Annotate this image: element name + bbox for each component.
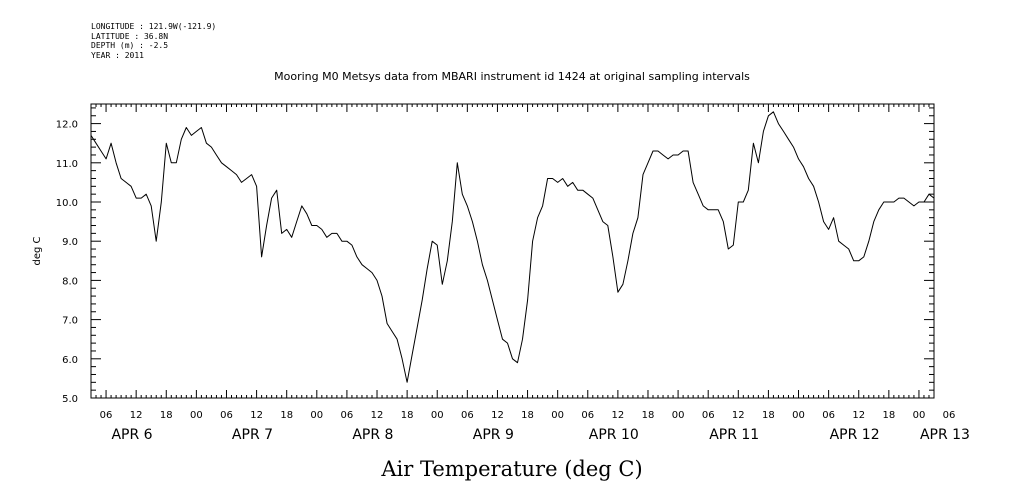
y-tick-label: 8.0 — [62, 276, 78, 287]
x-day-label: APR 8 — [352, 427, 393, 443]
variable-label: Air Temperature (deg C) — [380, 457, 642, 481]
x-day-label: APR 10 — [589, 427, 639, 443]
plot-frame — [90, 103, 935, 399]
y-tick-label: 12.0 — [56, 120, 78, 131]
x-axis: 06 12 18 00 06 12 18 00 06 12 18 00 06 12 18 00 06 12 18 00… — [90, 104, 970, 443]
x-hour-label: 00 — [551, 410, 564, 421]
longitude-text: LONGITUDE : 121.9W(-121.9) — [91, 22, 217, 31]
x-day-label: APR 12 — [830, 427, 880, 443]
y-tick-label: 7.0 — [62, 316, 78, 327]
y-tick-label: 11.0 — [56, 159, 78, 170]
x-day-label: APR 9 — [473, 427, 514, 443]
x-hour-label: 12 — [371, 410, 384, 421]
series-group — [90, 111, 935, 383]
y-tick-label: 6.0 — [62, 355, 78, 366]
x-hour-label: 12 — [732, 410, 745, 421]
x-hour-label: 06 — [581, 410, 594, 421]
y-tick-label: 5.0 — [62, 394, 78, 405]
x-hour-label: 18 — [401, 410, 414, 421]
x-day-label: APR 7 — [232, 427, 273, 443]
x-hour-label: 18 — [882, 410, 895, 421]
x-day-label: APR 13 — [920, 427, 970, 443]
x-hour-label: 12 — [612, 410, 625, 421]
x-hour-label: 06 — [341, 410, 354, 421]
chart-title: Mooring M0 Metsys data from MBARI instru… — [274, 70, 750, 83]
x-hour-label: 06 — [100, 410, 113, 421]
x-day-label: APR 11 — [709, 427, 759, 443]
x-hour-label: 12 — [852, 410, 865, 421]
mooring-metadata: LONGITUDE : 121.9W(-121.9) LATITUDE : 36.… — [91, 22, 216, 60]
y-axis: 5.0 6.0 7.0 8.0 9.0 10.0 11.0 12.0 — [56, 107, 934, 405]
depth-text: DEPTH (m) : -2.5 — [91, 41, 169, 50]
x-hour-label: 06 — [461, 410, 474, 421]
x-hour-label: 00 — [431, 410, 444, 421]
x-hour-label: 00 — [190, 410, 203, 421]
x-hour-label: 00 — [310, 410, 323, 421]
x-hour-label: 18 — [762, 410, 775, 421]
x-hour-label: 06 — [702, 410, 715, 421]
x-hour-label: 18 — [521, 410, 534, 421]
air-temperature-line — [90, 111, 935, 383]
y-axis-label: deg C — [32, 236, 43, 265]
y-tick-label: 10.0 — [56, 198, 78, 209]
x-hour-label: 12 — [130, 410, 143, 421]
x-day-label: APR 6 — [111, 427, 152, 443]
x-hour-label: 12 — [491, 410, 504, 421]
x-hour-label: 00 — [672, 410, 685, 421]
x-hour-label: 06 — [220, 410, 233, 421]
x-hour-label: 12 — [250, 410, 263, 421]
x-hour-label: 00 — [792, 410, 805, 421]
x-hour-label: 00 — [913, 410, 926, 421]
y-tick-label: 9.0 — [62, 237, 78, 248]
latitude-text: LATITUDE : 36.8N — [91, 31, 169, 41]
x-hour-label: 18 — [280, 410, 293, 421]
year-text: YEAR : 2011 — [91, 50, 144, 60]
x-hour-label: 18 — [160, 410, 173, 421]
x-hour-label: 18 — [642, 410, 655, 421]
x-hour-label: 06 — [943, 410, 956, 421]
x-hour-label: 06 — [822, 410, 835, 421]
